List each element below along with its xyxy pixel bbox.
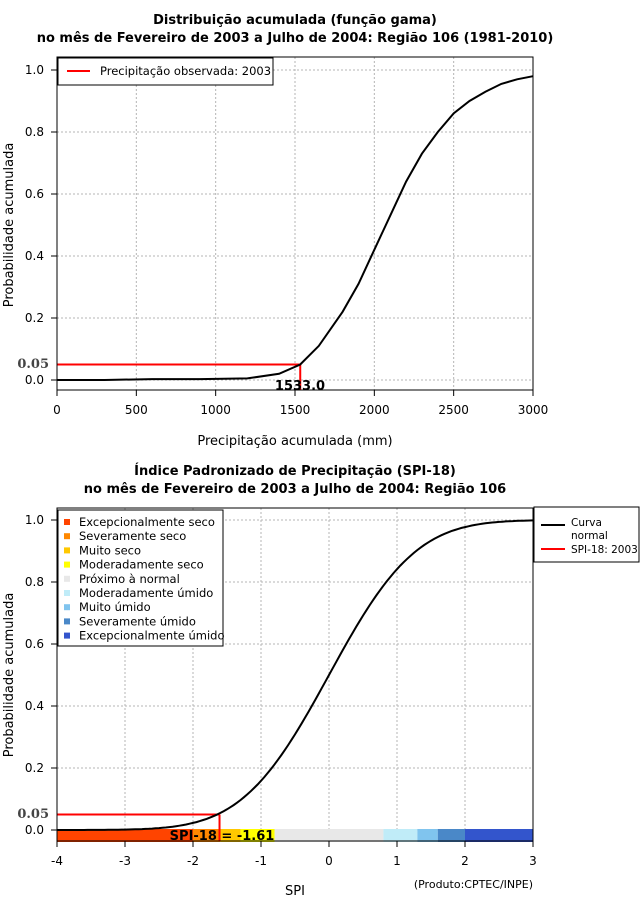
chart2-x-tick-label: -2 — [187, 854, 199, 868]
chart1-x-tick-label: 3000 — [518, 403, 549, 417]
chart2-legend-swatch — [64, 575, 70, 582]
chart2-y-tick-label: 0.6 — [25, 637, 44, 651]
chart2-legend-category-label: Severamente seco — [79, 529, 186, 543]
chart1-y-axis: 0.0 0.2 0.4 0.6 0.8 1.0 — [25, 63, 57, 387]
chart1-observed-lines — [57, 363, 302, 390]
chart2-legend-swatch — [64, 632, 70, 639]
chart2-legend-category-label: Próximo à normal — [79, 572, 180, 586]
chart1-x-tick-label: 1500 — [280, 403, 311, 417]
chart1-title-line2: no mês de Fevereiro de 2003 a Julho de 2… — [37, 31, 554, 46]
chart-spi: Índice Padronizado de Precipitação (SPI-… — [2, 463, 640, 899]
chart1-y-tick-label: 0.6 — [25, 187, 44, 201]
chart2-legend-curve-label: Curva normal — [571, 517, 608, 542]
chart2-normal-curve — [57, 519, 534, 831]
chart2-category-band — [437, 829, 465, 842]
chart1-legend: Precipitação observada: 2003 — [57, 57, 274, 86]
chart2-legend-category-label: Excepcionalmente seco — [79, 515, 215, 529]
chart2-legend-category-label: Moderadamente seco — [79, 558, 204, 572]
chart2-legend-category-label: Muito úmido — [79, 600, 151, 614]
chart1-y-tick-label: 1.0 — [25, 63, 44, 77]
chart2-category-band — [240, 829, 275, 842]
chart2-category-band — [465, 829, 533, 842]
chart2-category-band — [383, 829, 418, 842]
chart1-legend-observed-label: Precipitação observada: 2003 — [100, 64, 271, 78]
chart2-x-tick-label: -4 — [51, 854, 63, 868]
chart1-y-tick-label: 0.0 — [25, 373, 44, 387]
chart2-x-tick-label: 2 — [461, 854, 469, 868]
chart1-x-tick-label: 2000 — [359, 403, 390, 417]
chart2-right-legend-box — [533, 506, 640, 563]
chart1-legend-box — [57, 57, 274, 86]
chart2-category-band — [274, 829, 384, 842]
chart2-legend-category-label: Muito seco — [79, 543, 141, 557]
chart1-x-tick-label: 500 — [125, 403, 148, 417]
chart1-x-tick-label: 2500 — [438, 403, 469, 417]
chart2-y-tick-label: 0.8 — [25, 575, 44, 589]
chart2-x-tick-label: 0 — [325, 854, 333, 868]
chart1-y-tick-label: 0.2 — [25, 311, 44, 325]
chart2-category-band — [220, 829, 241, 842]
chart2-category-bar — [57, 829, 533, 842]
chart2-legend-swatch — [64, 590, 70, 596]
chart2-legend-swatch — [64, 604, 70, 611]
chart2-legend-category-label: Severamente úmido — [79, 614, 196, 628]
chart2-legend-swatch — [64, 519, 70, 525]
chart2-legend-category-label: Moderadamente úmido — [79, 586, 213, 600]
chart2-plot-frame — [56, 507, 534, 842]
chart1-y-axis-title: Probabilidade acumulada — [2, 143, 17, 308]
chart2-x-axis-title: SPI — [285, 884, 305, 899]
credit-text: (Produto:CPTEC/INPE) — [414, 878, 533, 891]
chart2-y-axis-title: Probabilidade acumulada — [2, 593, 17, 758]
chart2-legend-observed-label: SPI-18: 2003 — [571, 544, 638, 556]
chart2-legend-swatch — [64, 533, 70, 540]
chart2-title-line1: Índice Padronizado de Precipitação (SPI-… — [134, 463, 456, 479]
chart2-spi-value-label: SPI-18 = -1.61 — [170, 829, 275, 844]
chart1-observed-y-label: 0.05 — [17, 357, 49, 372]
chart-gamma: Distribuição acumulada (função gama) no … — [2, 13, 553, 449]
chart2-category-band — [57, 829, 193, 842]
chart1-x-tick-label: 1000 — [200, 403, 231, 417]
chart2-x-tick-label: 3 — [529, 854, 537, 868]
chart2-x-tick-label: 1 — [393, 854, 401, 868]
chart1-x-axis-title: Precipitação acumulada (mm) — [197, 434, 392, 449]
chart2-title-line2: no mês de Fevereiro de 2003 a Julho de 2… — [84, 482, 506, 497]
chart1-x-axis: 0 500 1000 1500 2000 2500 3000 — [53, 390, 548, 417]
chart2-category-band — [193, 829, 221, 842]
chart1-x-tick-label: 0 — [53, 403, 61, 417]
chart2-x-axis: -4 -3 -2 -1 0 1 2 3 — [51, 841, 537, 868]
chart2-right-legend: Curva normal SPI-18: 2003 — [533, 506, 640, 563]
chart2-observed-lines — [57, 813, 221, 841]
chart2-y-tick-label: 1.0 — [25, 513, 44, 527]
chart2-y-tick-label: 0.0 — [25, 823, 44, 837]
chart2-category-band — [417, 829, 438, 842]
chart2-legend-category-label: Excepcionalmente úmido — [79, 629, 224, 643]
chart2-legend-swatch — [64, 561, 70, 568]
chart1-y-tick-label: 0.8 — [25, 125, 44, 139]
chart1-gamma-curve — [57, 75, 534, 381]
chart2-y-axis: 0.0 0.2 0.4 0.6 0.8 1.0 — [25, 513, 57, 837]
chart2-x-tick-label: -1 — [255, 854, 267, 868]
chart2-x-tick-label: -3 — [119, 854, 131, 868]
chart2-y-tick-label: 0.4 — [25, 699, 44, 713]
chart2-category-legend-box — [57, 509, 224, 647]
chart1-grid — [57, 57, 533, 390]
chart1-y-tick-label: 0.4 — [25, 249, 44, 263]
chart2-legend-swatch — [64, 547, 70, 554]
chart2-y-tick-label: 0.2 — [25, 761, 44, 775]
chart1-observed-x-label: 1533.0 — [275, 379, 325, 394]
chart2-observed-y-label: 0.05 — [17, 807, 49, 822]
chart1-title-line1: Distribuição acumulada (função gama) — [153, 13, 437, 28]
chart2-legend-swatch — [64, 618, 70, 625]
